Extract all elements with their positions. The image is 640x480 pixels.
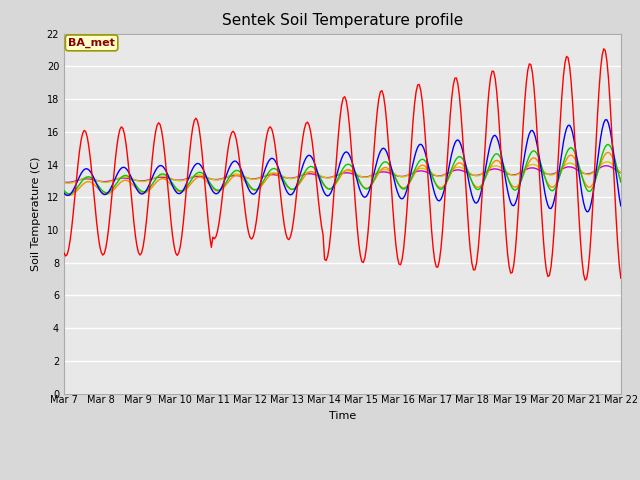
Text: BA_met: BA_met	[68, 38, 115, 48]
X-axis label: Time: Time	[329, 410, 356, 420]
Title: Sentek Soil Temperature profile: Sentek Soil Temperature profile	[222, 13, 463, 28]
Y-axis label: Soil Temperature (C): Soil Temperature (C)	[31, 156, 41, 271]
Legend: -10cm, -20cm, -30cm, -40cm, -50cm, -60cm: -10cm, -20cm, -30cm, -40cm, -50cm, -60cm	[127, 477, 557, 480]
